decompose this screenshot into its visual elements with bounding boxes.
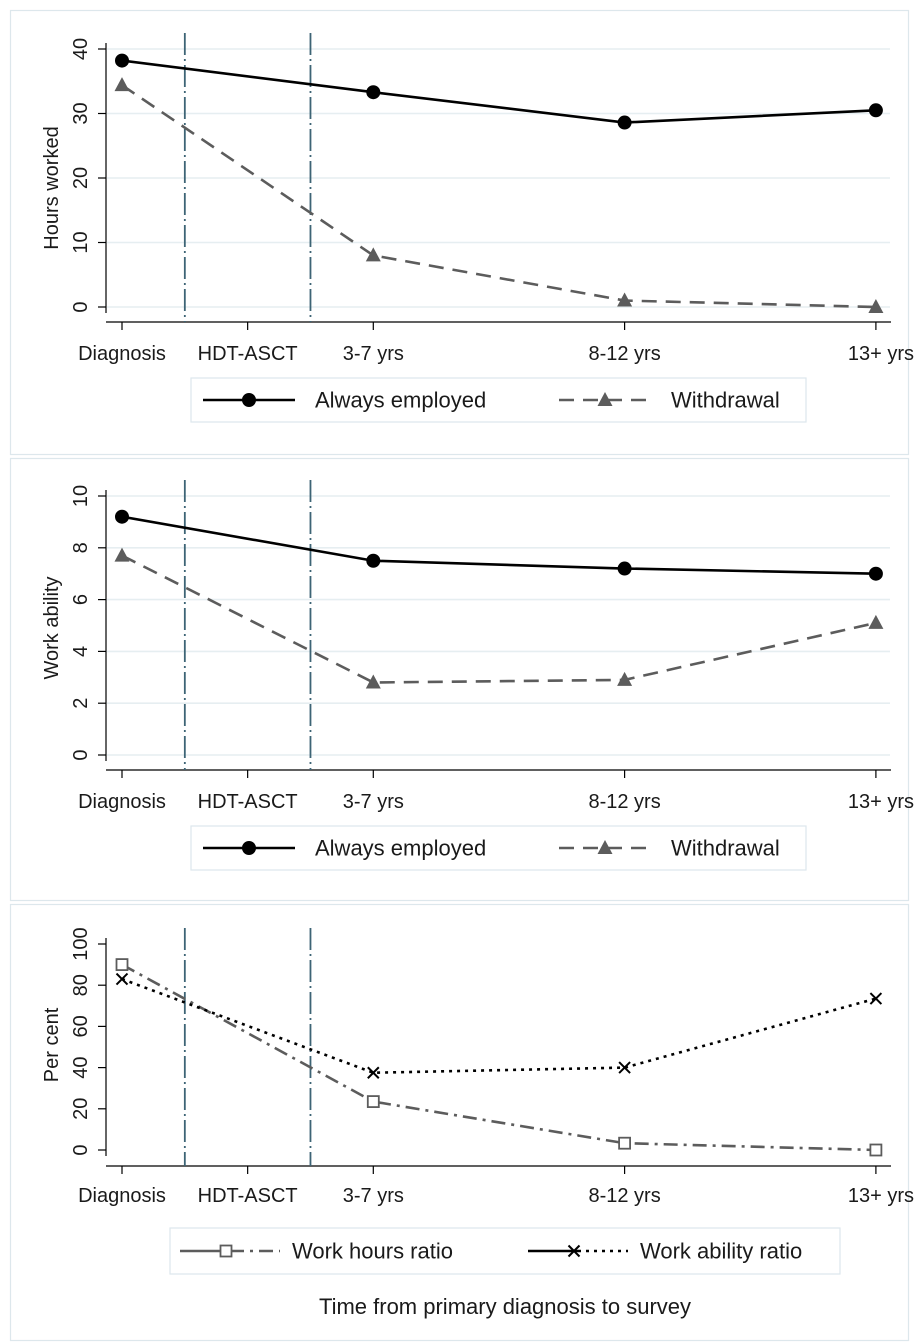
data-point-series-2 bbox=[114, 77, 130, 92]
data-point-series-1 bbox=[617, 115, 632, 130]
data-point-series-1 bbox=[366, 85, 381, 100]
series-line-2 bbox=[121, 554, 877, 684]
legend-frame bbox=[169, 1227, 841, 1275]
x-tick-label: 13+ yrs bbox=[848, 343, 914, 365]
x-tick-label: Diagnosis bbox=[78, 343, 166, 365]
data-point-series-1 bbox=[869, 1143, 883, 1157]
x-tick-label: HDT-ASCT bbox=[198, 791, 298, 813]
data-point-series-1 bbox=[868, 103, 883, 118]
data-point-series-2 bbox=[868, 299, 884, 313]
legend-label: Always employed bbox=[315, 836, 486, 861]
y-tick-label: 0 bbox=[70, 301, 92, 312]
legend-label: Work hours ratio bbox=[292, 1239, 453, 1264]
x-tick-label: 8-12 yrs bbox=[588, 791, 660, 813]
y-tick-label: 20 bbox=[70, 1098, 92, 1120]
x-tick-label: 13+ yrs bbox=[848, 791, 914, 813]
data-point-series-2 bbox=[617, 671, 633, 686]
legend: Work hours ratio Work ability ratio bbox=[169, 1227, 841, 1275]
panel-1: 0 10 20 30 40 Hours worked Diagnosis HDT-ASCT 3-… bbox=[9, 9, 914, 456]
y-tick-label: 4 bbox=[70, 646, 92, 657]
x-tick-label: Diagnosis bbox=[78, 791, 166, 813]
x-tick-label: 3-7 yrs bbox=[343, 343, 404, 365]
legend: Always employed Withdrawal bbox=[190, 377, 807, 423]
legend-marker bbox=[242, 393, 256, 407]
y-tick-label: 30 bbox=[70, 102, 92, 124]
legend-marker bbox=[567, 1244, 581, 1258]
legend-label: Always employed bbox=[315, 388, 486, 413]
data-point-series-2 bbox=[115, 972, 129, 986]
series-line-1 bbox=[121, 515, 876, 575]
data-point-series-2 bbox=[114, 547, 130, 562]
series-line-2 bbox=[121, 977, 877, 1075]
data-point-series-1 bbox=[115, 509, 129, 524]
data-point-series-2 bbox=[617, 292, 633, 307]
panel-2: 0 2 4 6 8 10 Work ability Diagnosis HDT-ASCT 3-7 … bbox=[9, 457, 914, 902]
y-tick-label: 100 bbox=[70, 927, 92, 960]
x-tick-label: HDT-ASCT bbox=[198, 343, 298, 365]
legend: Always employed Withdrawal bbox=[190, 825, 807, 871]
panel-frame bbox=[9, 903, 910, 1342]
x-axis-title: Time from primary diagnosis to survey bbox=[319, 1294, 691, 1319]
y-tick-label: 8 bbox=[70, 542, 92, 553]
x-tick-label: 3-7 yrs bbox=[343, 791, 404, 813]
data-point-series-2 bbox=[618, 1061, 631, 1074]
y-axis-title: Hours worked bbox=[41, 126, 63, 249]
y-tick-label: 10 bbox=[70, 231, 92, 253]
data-point-series-1 bbox=[617, 561, 632, 576]
data-point-series-1 bbox=[115, 53, 129, 68]
y-tick-label: 0 bbox=[70, 1144, 92, 1155]
legend-marker bbox=[242, 841, 256, 855]
x-tick-label: 8-12 yrs bbox=[588, 343, 660, 365]
legend-label: Work ability ratio bbox=[640, 1239, 802, 1264]
series-line-2 bbox=[121, 84, 876, 309]
y-tick-label: 40 bbox=[70, 1056, 92, 1078]
data-point-series-1 bbox=[868, 566, 883, 581]
data-point-series-1 bbox=[366, 1095, 380, 1108]
data-point-series-2-stroke-b bbox=[367, 1066, 380, 1079]
y-tick-label: 10 bbox=[70, 485, 92, 507]
data-point-series-2 bbox=[868, 614, 884, 629]
series-line-1 bbox=[121, 59, 876, 124]
data-point-series-2-stroke-b bbox=[869, 992, 883, 1005]
x-tick-label: HDT-ASCT bbox=[198, 1185, 298, 1207]
y-tick-label: 0 bbox=[70, 749, 92, 760]
y-tick-label: 40 bbox=[70, 38, 92, 60]
x-tick-label: 13+ yrs bbox=[848, 1185, 914, 1207]
data-point-series-1 bbox=[366, 553, 381, 568]
y-tick-label: 80 bbox=[70, 974, 92, 996]
series-line-1 bbox=[121, 963, 876, 1152]
legend-label: Withdrawal bbox=[671, 388, 780, 413]
legend-marker-stroke-b bbox=[567, 1244, 581, 1258]
data-point-series-2 bbox=[869, 992, 883, 1005]
data-point-series-1 bbox=[115, 958, 129, 971]
data-point-series-2 bbox=[365, 674, 381, 689]
y-axis-title: Work ability bbox=[41, 577, 63, 680]
y-tick-label: 60 bbox=[70, 1015, 92, 1037]
y-tick-label: 2 bbox=[70, 698, 92, 709]
data-point-series-2-stroke-b bbox=[618, 1061, 631, 1074]
y-axis-title: Per cent bbox=[41, 1007, 63, 1082]
panel-3: 0 20 40 60 80 100 Per cent Diagnosis HDT-ASCT 3-7… bbox=[9, 903, 914, 1342]
x-tick-label: Diagnosis bbox=[78, 1185, 166, 1207]
y-tick-label: 6 bbox=[70, 594, 92, 605]
y-tick-label: 20 bbox=[70, 167, 92, 189]
data-point-series-2-stroke-b bbox=[115, 972, 129, 986]
x-tick-label: 3-7 yrs bbox=[343, 1185, 404, 1207]
x-tick-label: 8-12 yrs bbox=[588, 1185, 660, 1207]
legend-marker bbox=[597, 840, 613, 854]
legend-label: Withdrawal bbox=[671, 836, 780, 861]
data-point-series-1 bbox=[618, 1136, 631, 1150]
legend-marker bbox=[219, 1244, 233, 1258]
legend-marker bbox=[597, 392, 613, 406]
data-point-series-2 bbox=[367, 1066, 380, 1079]
data-point-series-2 bbox=[365, 247, 381, 262]
